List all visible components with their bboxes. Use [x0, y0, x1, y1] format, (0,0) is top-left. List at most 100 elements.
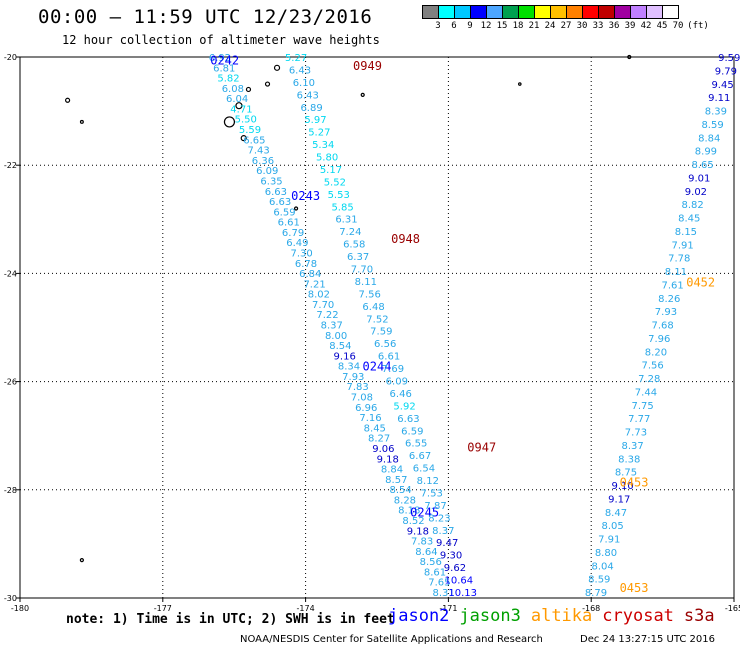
wave-height-value: 10.13 [448, 588, 477, 599]
wave-height-value: 6.09 [256, 166, 278, 177]
lon-tick-label: -168 [582, 604, 600, 613]
wave-height-value: 7.61 [661, 280, 683, 291]
island [235, 102, 243, 110]
island [79, 119, 84, 124]
wave-height-value: 8.84 [698, 133, 720, 144]
wave-height-value: 7.91 [598, 535, 620, 546]
legend-label: 18 [512, 21, 524, 31]
wave-height-value: 7.59 [370, 327, 392, 338]
wave-height-value: 7.70 [351, 265, 373, 276]
wave-height-value: 6.04 [226, 94, 248, 105]
wave-height-value: 8.39 [705, 107, 727, 118]
wave-height-value: 6.36 [252, 156, 274, 167]
lat-tick-label: -20 [4, 53, 17, 62]
wave-height-value: 8.75 [615, 468, 637, 479]
wave-height-value: 8.54 [389, 485, 411, 496]
wave-height-value: 5.82 [217, 74, 239, 85]
wave-height-value: 7.91 [671, 240, 693, 251]
island [264, 81, 271, 87]
wave-height-value: 8.18 [398, 506, 420, 517]
wave-height-value: 8.04 [591, 561, 613, 572]
wave-height-value: 7.93 [342, 372, 364, 383]
pass-time-label: 0242 [210, 54, 239, 68]
wave-height-value: 9.11 [708, 93, 730, 104]
legend-label: 15 [496, 21, 508, 31]
wave-height-value: 8.47 [605, 508, 627, 519]
island [517, 82, 522, 86]
wave-height-value: 8.57 [385, 475, 407, 486]
island [64, 97, 71, 103]
legend-label: 9 [467, 21, 473, 31]
wave-height-value: 7.56 [641, 361, 663, 372]
wave-height-value: 6.59 [273, 207, 295, 218]
wave-height-value: 7.83 [411, 537, 433, 548]
wave-height-value: 9.16 [334, 351, 356, 362]
island [627, 54, 632, 60]
wave-height-value: 9.17 [608, 494, 630, 505]
wave-height-value: 8.12 [417, 476, 439, 487]
pass-time-label: 0452 [686, 276, 715, 290]
wave-height-value: 8.65 [691, 160, 713, 171]
wave-height-value: 6.46 [390, 389, 412, 400]
legend-swatches [422, 5, 740, 19]
wave-height-value: 9.47 [436, 538, 458, 549]
satellite-legend-cryosat: cryosat [602, 606, 674, 626]
lon-tick-label: -177 [154, 604, 172, 613]
satellite-legend-s3a: s3a [683, 606, 715, 626]
island [223, 116, 236, 128]
wave-height-value: 6.43 [289, 65, 311, 76]
wave-height-value: 7.96 [648, 334, 670, 345]
wave-height-value: 9.30 [440, 551, 462, 562]
legend-labels: 3 6 9 12 15 18 21 24 27 30 33 36 39 42 45 70 (ft) [422, 19, 740, 31]
wave-height-value: 7.53 [421, 488, 443, 499]
wave-height-value: 5.59 [239, 125, 261, 136]
wave-height-value: 7.56 [359, 289, 381, 300]
pass-time-label: 0243 [291, 189, 320, 203]
wave-height-value: 8.64 [415, 547, 437, 558]
lon-tick-label: -180 [11, 604, 29, 613]
wave-height-value: 8.45 [364, 423, 386, 434]
wave-height-value: 9.01 [688, 173, 710, 184]
pass-time-label: 0948 [391, 232, 420, 246]
wave-height-value: 9.02 [685, 187, 707, 198]
wave-height-value: 6.10 [293, 78, 315, 89]
wave-height-value: 6.61 [378, 352, 400, 363]
pass-time-label: 0245 [410, 505, 439, 519]
legend-label: (ft) [687, 21, 709, 31]
lat-tick-label: -28 [4, 486, 17, 495]
wave-height-value: 8.05 [601, 521, 623, 532]
wave-height-value: 8.00 [325, 331, 347, 342]
wave-height-value: 6.84 [299, 269, 321, 280]
wave-height-value: 8.84 [381, 465, 403, 476]
wave-height-value: 9.18 [377, 454, 399, 465]
wave-height-value: 7.30 [291, 248, 313, 259]
wave-height-value: 8.79 [585, 588, 607, 599]
wave-height-value: 7.22 [316, 310, 338, 321]
wave-height-value: 8.80 [595, 548, 617, 559]
pass-time-label: 0949 [353, 59, 382, 73]
wave-height-value: 9.10 [611, 481, 633, 492]
wave-height-value: 7.69 [382, 364, 404, 375]
wave-height-value: 6.92 [209, 53, 231, 64]
wave-height-value: 8.52 [402, 516, 424, 527]
wave-height-value: 7.68 [651, 321, 673, 332]
wave-height-value: 6.67 [409, 451, 431, 462]
island [240, 135, 247, 142]
wave-height-value: 6.35 [260, 176, 282, 187]
wave-height-value: 7.24 [339, 227, 361, 238]
wave-height-value: 8.54 [329, 341, 351, 352]
wave-height-value: 6.48 [362, 302, 384, 313]
wave-height-value: 7.70 [312, 300, 334, 311]
wave-height-value: 7.75 [631, 401, 653, 412]
wave-height-value: 6.61 [278, 218, 300, 229]
legend-label: 6 [451, 21, 457, 31]
lat-tick-label: -24 [4, 269, 17, 278]
legend-label: 24 [544, 21, 556, 31]
chart-title: 00:00 – 11:59 UTC 12/23/2016 [38, 6, 373, 28]
wave-height-value: 6.59 [401, 426, 423, 437]
wave-height-value: 5.52 [324, 177, 346, 188]
island [273, 64, 281, 71]
legend-label: 36 [608, 21, 620, 31]
lon-tick-label: -171 [439, 604, 457, 613]
